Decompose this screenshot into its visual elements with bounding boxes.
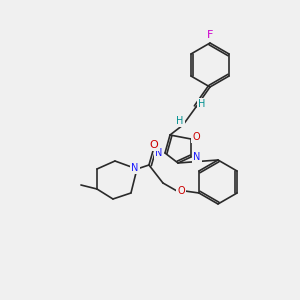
Text: F: F [207,30,213,40]
Text: O: O [150,140,158,150]
Text: O: O [192,132,200,142]
Text: H: H [198,99,206,109]
Text: H: H [176,116,184,126]
Text: O: O [177,186,185,196]
Text: N: N [155,148,163,158]
Text: N: N [193,152,201,162]
Text: N: N [131,163,139,173]
